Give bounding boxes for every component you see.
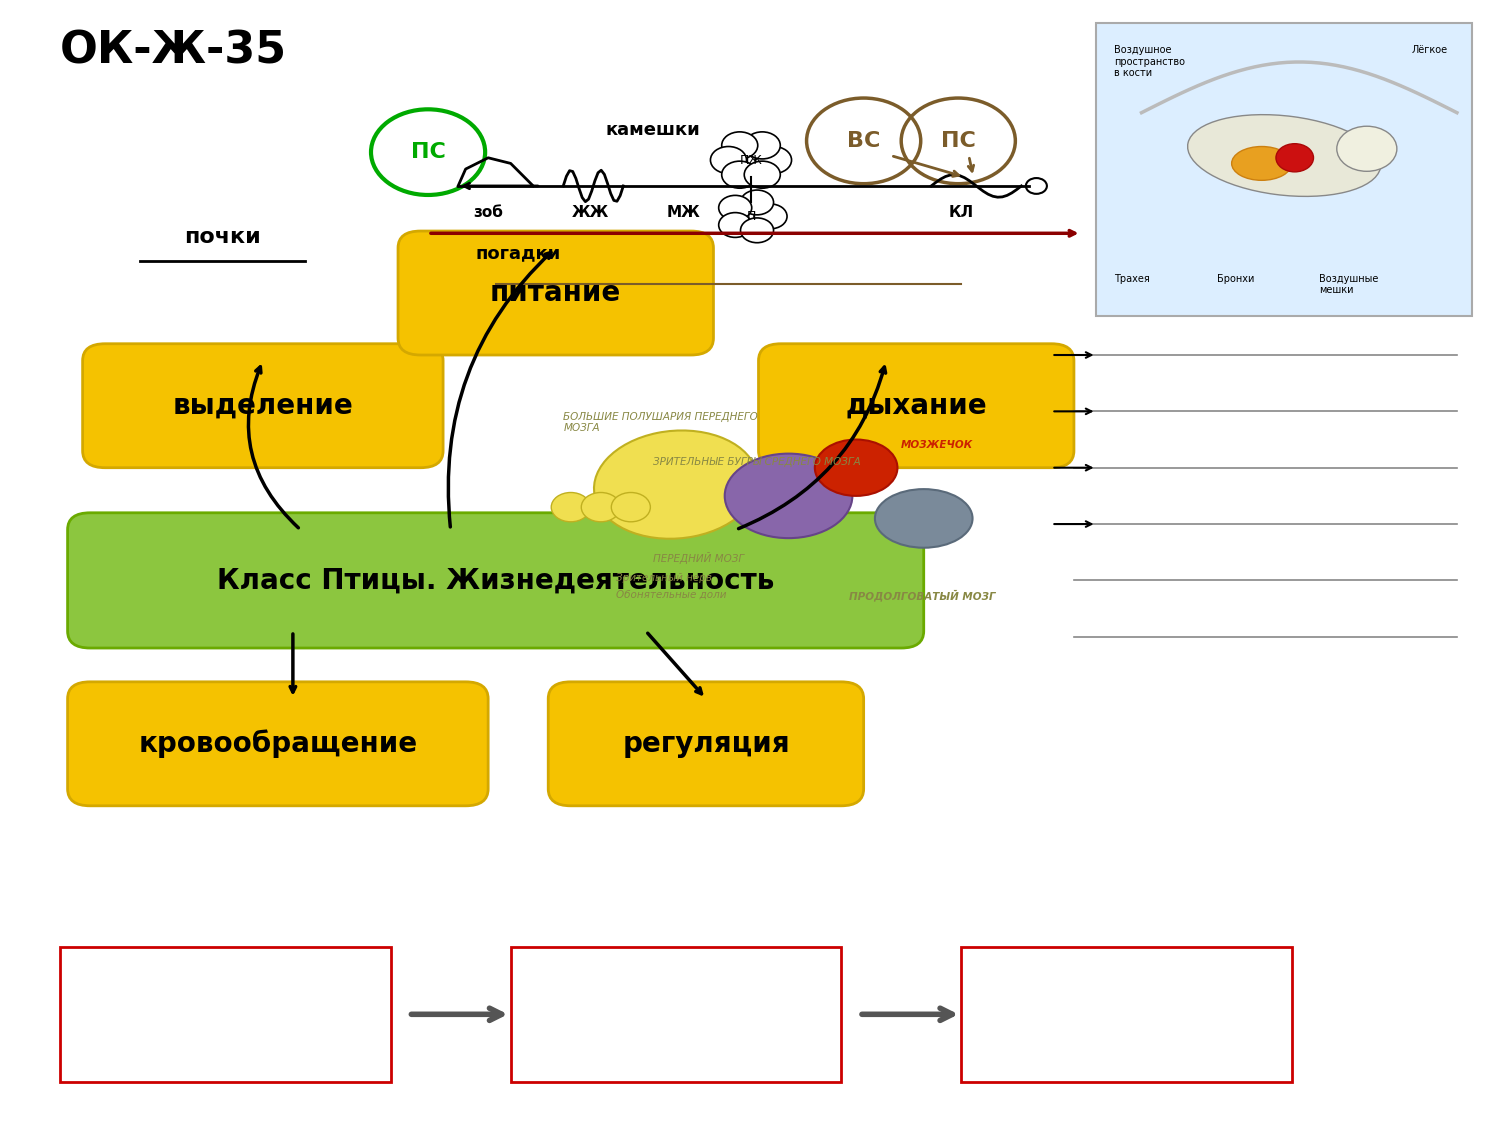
Text: КЛ: КЛ — [949, 205, 973, 220]
Ellipse shape — [874, 489, 973, 548]
Circle shape — [722, 161, 759, 188]
Text: питание: питание — [490, 279, 622, 307]
Text: кровообращение: кровообращение — [138, 729, 418, 758]
Circle shape — [581, 492, 620, 522]
Text: П: П — [746, 210, 756, 223]
Circle shape — [710, 147, 746, 174]
Text: ОК-Ж-35: ОК-Ж-35 — [60, 29, 287, 72]
Text: Зрительный нерв: Зрительный нерв — [616, 574, 712, 583]
Circle shape — [740, 218, 774, 242]
Circle shape — [718, 195, 751, 220]
Text: Обонятельные доли: Обонятельные доли — [616, 591, 727, 600]
Text: погадки: погадки — [476, 245, 560, 263]
Text: Класс Птицы. Жизнедеятельность: Класс Птицы. Жизнедеятельность — [216, 567, 775, 594]
Circle shape — [754, 204, 787, 229]
Circle shape — [551, 492, 590, 522]
Circle shape — [740, 190, 774, 215]
Text: почки: почки — [183, 227, 261, 247]
Text: Трахея: Трахея — [1114, 274, 1151, 284]
Text: ЖЖ: ЖЖ — [572, 205, 608, 220]
Circle shape — [611, 492, 650, 522]
Text: ПЖ: ПЖ — [739, 153, 763, 167]
Ellipse shape — [725, 454, 853, 539]
Ellipse shape — [816, 440, 898, 496]
Text: БОЛЬШИЕ ПОЛУШАРИЯ ПЕРЕДНЕГО
МОЗГА: БОЛЬШИЕ ПОЛУШАРИЯ ПЕРЕДНЕГО МОЗГА — [563, 411, 759, 434]
Text: ВС: ВС — [847, 131, 880, 151]
FancyBboxPatch shape — [68, 513, 924, 648]
Ellipse shape — [1188, 115, 1380, 196]
FancyBboxPatch shape — [83, 344, 443, 468]
Text: ПЕРЕДНИЙ МОЗГ: ПЕРЕДНИЙ МОЗГ — [653, 552, 745, 564]
Ellipse shape — [593, 431, 759, 539]
Circle shape — [718, 213, 751, 238]
Text: ПРОДОЛГОВАТЫЙ МОЗГ: ПРОДОЛГОВАТЫЙ МОЗГ — [849, 589, 996, 601]
FancyBboxPatch shape — [511, 947, 841, 1082]
Text: Бронхи: Бронхи — [1217, 274, 1254, 284]
FancyBboxPatch shape — [961, 947, 1292, 1082]
Ellipse shape — [1275, 143, 1313, 171]
Text: камешки: камешки — [605, 121, 701, 139]
Text: регуляция: регуляция — [622, 730, 790, 757]
Text: дыхание: дыхание — [846, 392, 987, 419]
Text: МЖ: МЖ — [667, 205, 700, 220]
Text: зоб: зоб — [473, 205, 503, 220]
FancyBboxPatch shape — [1096, 23, 1472, 316]
FancyBboxPatch shape — [68, 682, 488, 806]
Circle shape — [1337, 126, 1397, 171]
FancyBboxPatch shape — [398, 231, 713, 355]
Circle shape — [722, 132, 759, 159]
Text: Лёгкое: Лёгкое — [1412, 45, 1448, 55]
Text: МОЗЖЕЧОК: МОЗЖЕЧОК — [901, 441, 973, 450]
FancyBboxPatch shape — [548, 682, 864, 806]
Text: ЗРИТЕЛЬНЫЕ БУГРЫ СРЕДНЕГО МОЗГА: ЗРИТЕЛЬНЫЕ БУГРЫ СРЕДНЕГО МОЗГА — [653, 458, 861, 467]
Circle shape — [1026, 178, 1047, 194]
Text: ПС: ПС — [940, 131, 976, 151]
Circle shape — [743, 161, 781, 188]
Text: Воздушные
мешки: Воздушные мешки — [1319, 274, 1379, 295]
Circle shape — [743, 132, 781, 159]
Text: выделение: выделение — [173, 392, 353, 419]
FancyBboxPatch shape — [759, 344, 1074, 468]
Text: Воздушное
пространство
в кости: Воздушное пространство в кости — [1114, 45, 1185, 78]
Ellipse shape — [1232, 147, 1292, 180]
Circle shape — [756, 147, 792, 174]
FancyBboxPatch shape — [60, 947, 391, 1082]
Text: ПС: ПС — [410, 142, 446, 162]
